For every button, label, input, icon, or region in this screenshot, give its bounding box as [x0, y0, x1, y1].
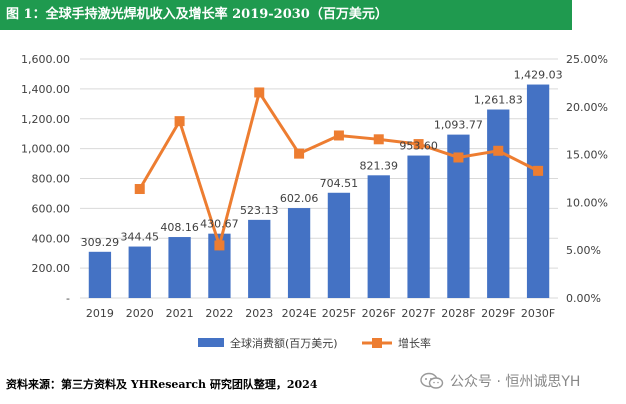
- x-tick-label: 2029F: [481, 307, 515, 320]
- y-right-tick-label: 0.00%: [566, 292, 601, 305]
- bar: [208, 233, 231, 298]
- bar-data-label: 821.39: [360, 159, 399, 172]
- y-left-tick-label: 1,200.00: [21, 113, 70, 126]
- growth-rate-marker: [174, 116, 185, 127]
- growth-rate-marker: [254, 87, 265, 98]
- bar: [367, 175, 390, 298]
- bar: [487, 109, 510, 298]
- bar-data-label: 704.51: [320, 177, 359, 190]
- y-right-tick-label: 5.00%: [566, 244, 601, 257]
- bar: [526, 84, 550, 299]
- growth-rate-marker: [333, 130, 344, 141]
- y-right-tick-label: 10.00%: [566, 196, 608, 209]
- bar: [327, 192, 351, 298]
- watermark: 公众号 · 恒州诚思YH: [420, 368, 620, 394]
- bar-data-label: 430.67: [200, 218, 239, 231]
- bar: [407, 155, 430, 298]
- y-left-tick-label: -: [66, 292, 70, 305]
- x-tick-label: 2025F: [322, 307, 356, 320]
- x-tick-label: 2028F: [441, 307, 475, 320]
- wechat-icon: [420, 372, 444, 389]
- chart-area: - 200.00 400.00 600.00 800.00 1,000.00 1,200.0…: [0, 30, 626, 368]
- bar-data-label: 309.29: [81, 236, 120, 249]
- y-left-tick-label: 200.00: [32, 262, 71, 275]
- growth-rate-marker: [214, 240, 225, 251]
- bar-data-label: 602.06: [280, 192, 319, 205]
- bar: [248, 219, 271, 298]
- source-note: 资料来源：第三方资料及 YHResearch 研究团队整理，2024: [6, 378, 318, 391]
- y-left-tick-label: 1,000.00: [21, 143, 70, 156]
- bar-data-label: 523.13: [240, 204, 279, 217]
- y-left-tick-label: 600.00: [32, 202, 71, 215]
- x-tick-label: 2019: [86, 307, 114, 320]
- combo-chart: - 200.00 400.00 600.00 800.00 1,000.00 1,200.0…: [21, 53, 608, 350]
- x-tick-label: 2026F: [362, 307, 396, 320]
- legend-bar-swatch: [198, 338, 224, 347]
- y-right-tick-label: 15.00%: [566, 149, 608, 162]
- x-tick-label: 2030F: [521, 307, 555, 320]
- bar: [447, 134, 470, 298]
- growth-rate-marker: [294, 148, 305, 159]
- growth-rate-marker: [453, 152, 464, 163]
- bar: [88, 251, 112, 298]
- y-left-tick-label: 800.00: [32, 173, 71, 186]
- legend-bar-label: 全球消费额(百万美元): [230, 336, 338, 350]
- growth-rate-marker: [134, 184, 145, 195]
- bar-data-label: 1,093.77: [434, 119, 483, 132]
- y-left-tick-label: 400.00: [32, 232, 71, 245]
- y-right-tick-label: 20.00%: [566, 101, 608, 114]
- bar-data-label: 1,261.83: [474, 94, 523, 107]
- x-tick-label: 2020: [126, 307, 154, 320]
- x-tick-label: 2021: [166, 307, 194, 320]
- y-right-tick-label: 25.00%: [566, 53, 608, 66]
- growth-rate-marker: [493, 145, 504, 156]
- bar-data-label: 344.45: [121, 231, 160, 244]
- bar: [128, 246, 151, 298]
- legend-line-label: 增长率: [398, 336, 431, 350]
- bar-data-label: 1,429.03: [514, 69, 563, 82]
- x-tick-label: 2023: [245, 307, 273, 320]
- x-tick-label: 2027F: [401, 307, 435, 320]
- y-left-tick-label: 1,400.00: [21, 83, 70, 96]
- growth-rate-marker: [533, 165, 544, 176]
- growth-rate-marker: [413, 139, 424, 150]
- watermark-text: 公众号 · 恒州诚思YH: [450, 374, 581, 390]
- x-tick-label: 2024E: [282, 307, 317, 320]
- bar-data-label: 408.16: [160, 221, 199, 234]
- bar: [287, 208, 311, 298]
- legend-line-marker: [372, 338, 382, 348]
- x-tick-label: 2022: [205, 307, 233, 320]
- bar-data-label: 953.60: [399, 140, 438, 153]
- bar: [168, 237, 191, 298]
- chart-title: 图 1：全球手持激光焊机收入及增长率 2019-2030（百万美元）: [0, 0, 572, 30]
- y-left-tick-label: 1,600.00: [21, 53, 70, 66]
- growth-rate-marker: [373, 134, 384, 145]
